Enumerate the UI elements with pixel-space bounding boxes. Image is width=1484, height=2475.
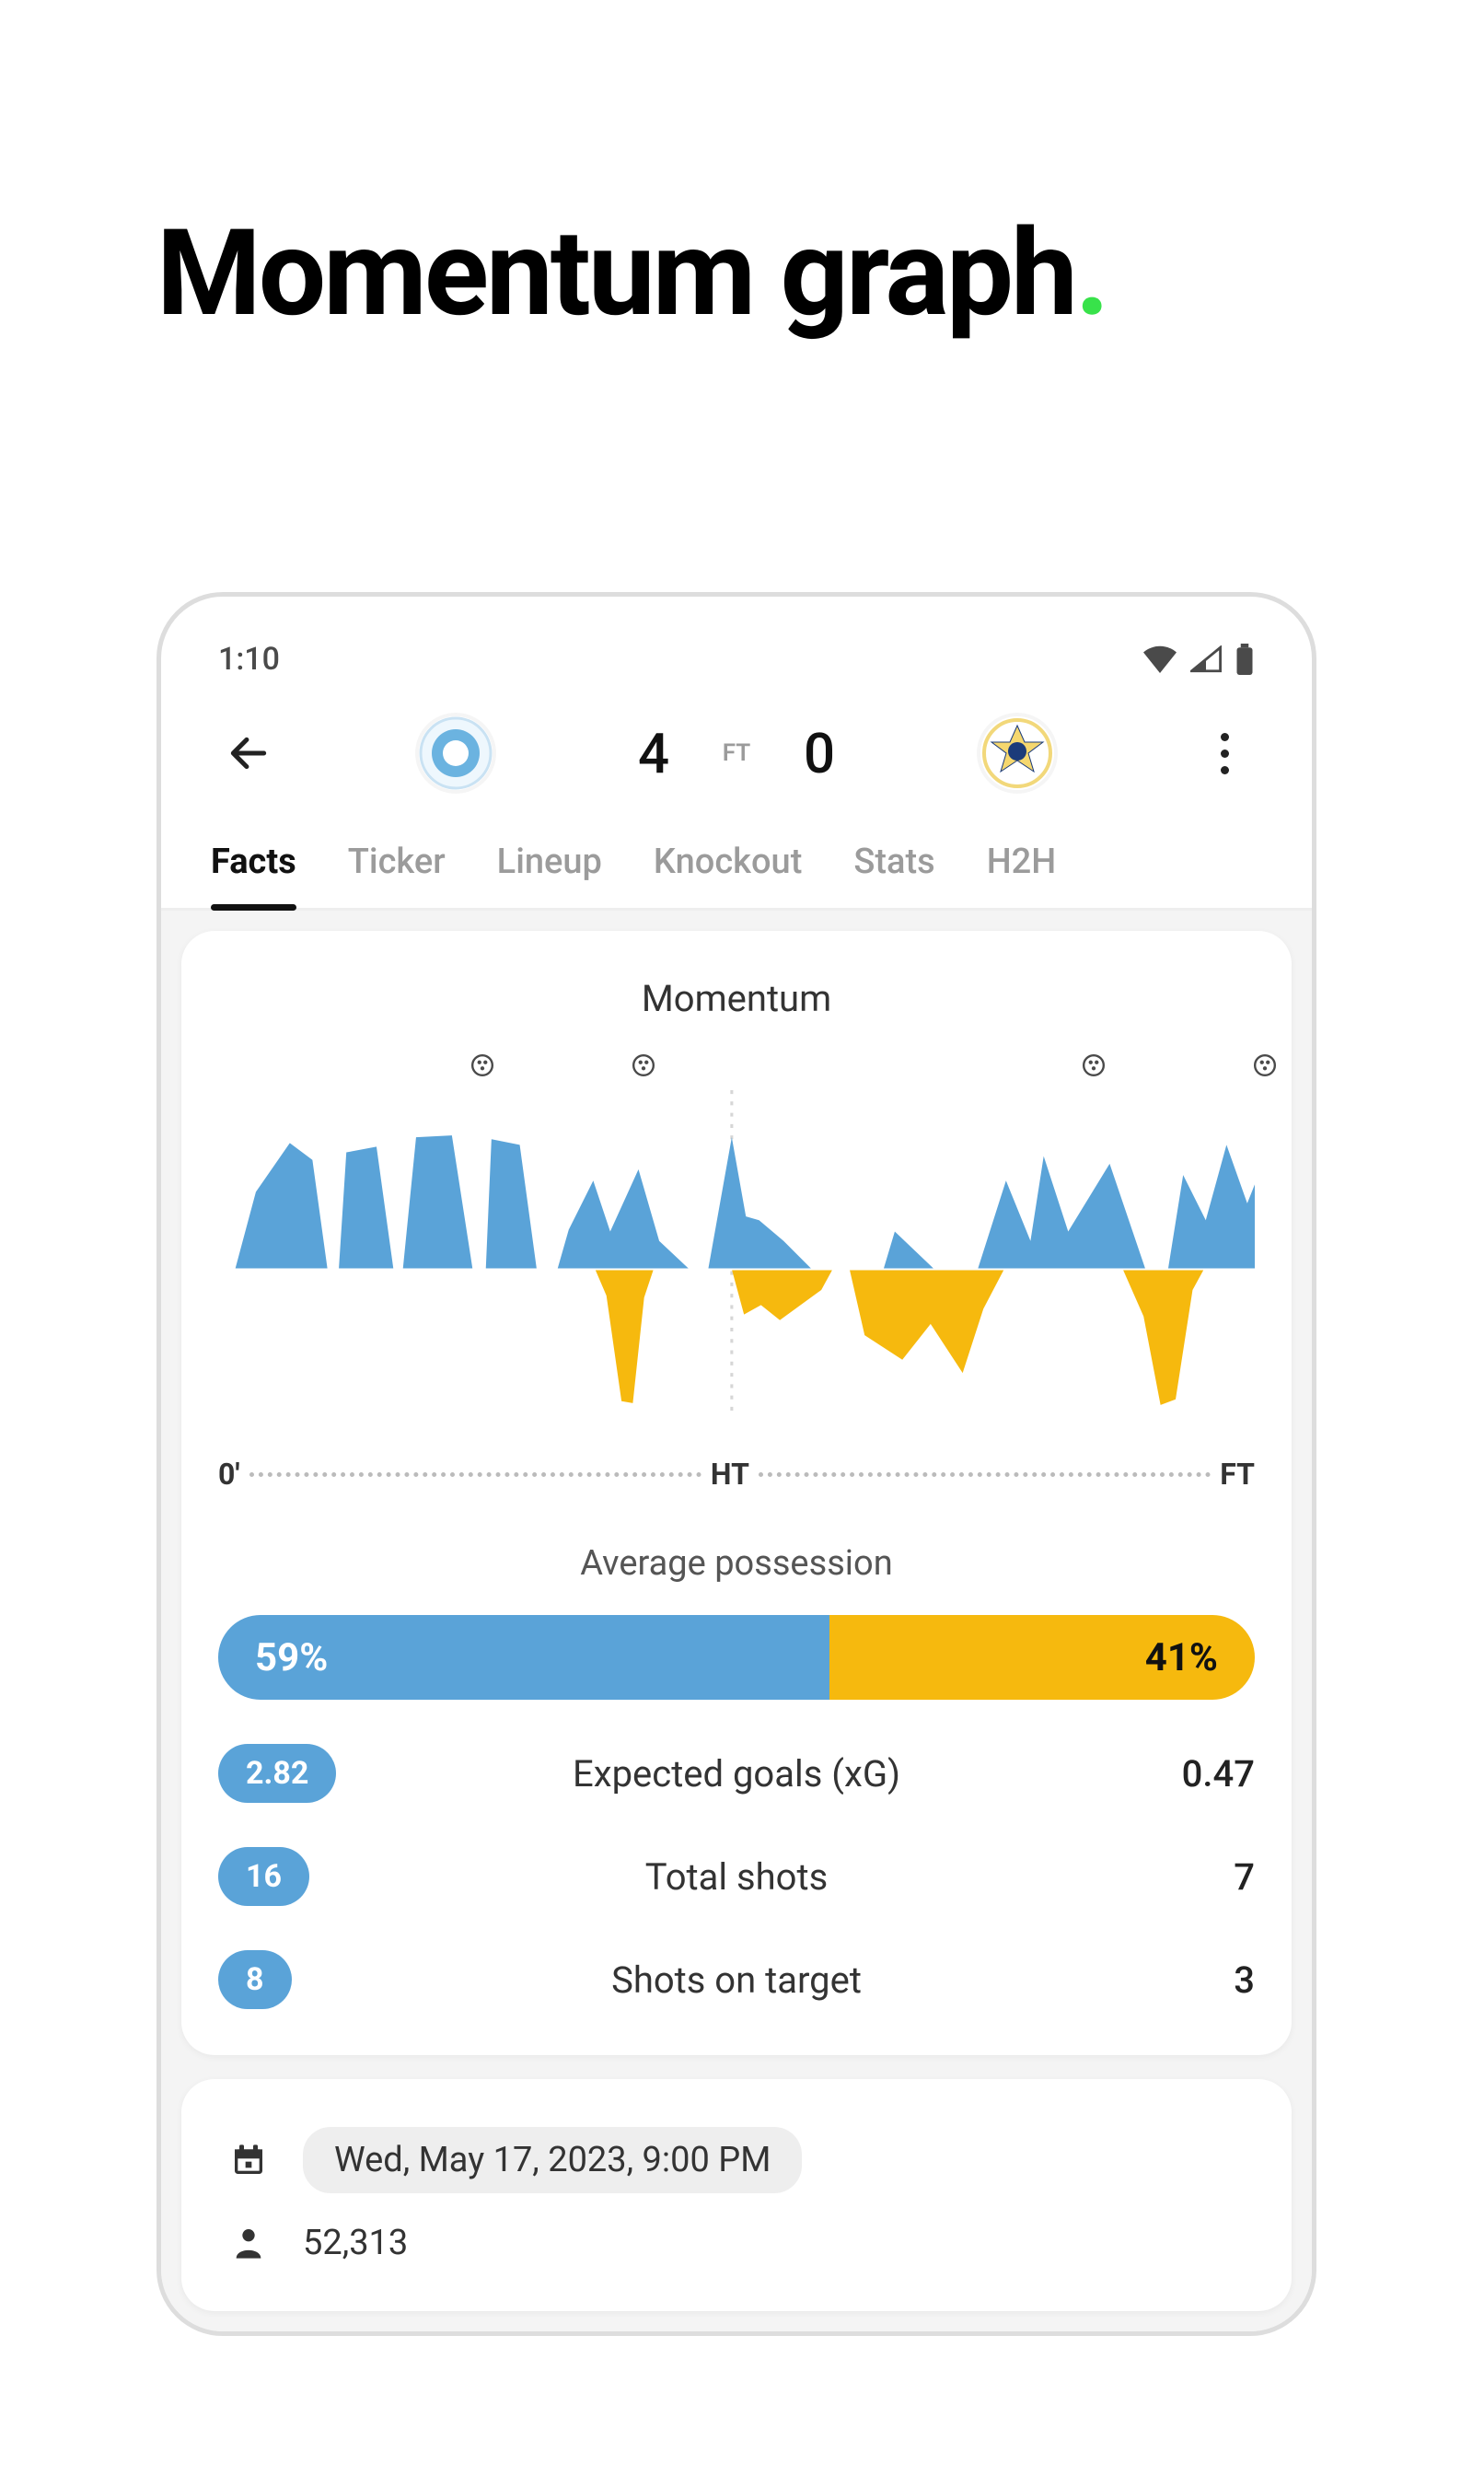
content-scroll[interactable]: Momentum 0' HT FT Average possession bbox=[161, 911, 1312, 2331]
axis-end: FT bbox=[1220, 1457, 1255, 1492]
info-date-row: Wed, May 17, 2023, 9:00 PM bbox=[218, 2112, 1255, 2208]
momentum-card: Momentum 0' HT FT Average possession bbox=[181, 931, 1292, 2055]
overflow-menu-button[interactable] bbox=[1174, 716, 1275, 790]
away-badge-circle bbox=[980, 716, 1054, 790]
stat-away-value: 0.47 bbox=[1098, 1752, 1255, 1795]
match-header: 4 FT 0 bbox=[161, 689, 1312, 827]
headline-dot: . bbox=[1075, 203, 1107, 343]
momentum-title: Momentum bbox=[218, 977, 1255, 1020]
axis-dots-left bbox=[249, 1472, 701, 1477]
possession-label: Average possession bbox=[218, 1543, 1255, 1584]
momentum-axis: 0' HT FT bbox=[218, 1457, 1255, 1492]
possession-bar: 59% 41% bbox=[218, 1615, 1255, 1700]
tab-bar: Facts Ticker Lineup Knockout Stats H2H bbox=[161, 827, 1312, 911]
away-badge-icon bbox=[980, 716, 1054, 790]
tab-knockout[interactable]: Knockout bbox=[654, 827, 802, 908]
phone-frame: 1:10 4 FT 0 bbox=[157, 592, 1316, 2336]
stat-row: 2.82 Expected goals (xG)0.47 bbox=[218, 1744, 1255, 1803]
status-bar: 1:10 bbox=[161, 597, 1312, 689]
headline-text: Momentum graph bbox=[157, 203, 1075, 343]
home-team-badge[interactable] bbox=[299, 716, 612, 790]
stat-label: Shots on target bbox=[375, 1958, 1098, 2002]
wifi-icon bbox=[1142, 645, 1177, 673]
home-score: 4 bbox=[612, 721, 695, 786]
away-team-badge[interactable] bbox=[861, 716, 1174, 790]
tab-ticker[interactable]: Ticker bbox=[348, 827, 446, 908]
tab-lineup[interactable]: Lineup bbox=[497, 827, 602, 908]
goal-marker-icon bbox=[470, 1053, 494, 1077]
axis-start: 0' bbox=[218, 1457, 240, 1492]
back-button[interactable] bbox=[198, 716, 299, 790]
stat-row: 8 Shots on target3 bbox=[218, 1950, 1255, 2009]
possession-home-value: 59% bbox=[255, 1635, 328, 1680]
stat-away-value: 3 bbox=[1098, 1958, 1255, 2002]
page-headline: Momentum graph. bbox=[157, 203, 1327, 343]
stat-row: 16 Total shots7 bbox=[218, 1847, 1255, 1906]
possession-away-segment: 41% bbox=[829, 1615, 1255, 1700]
battery-icon bbox=[1235, 644, 1255, 675]
away-score: 0 bbox=[778, 721, 861, 786]
possession-away-value: 41% bbox=[1145, 1635, 1218, 1680]
stat-home-value: 16 bbox=[218, 1847, 309, 1906]
arrow-left-icon bbox=[226, 730, 272, 776]
goal-marker-icon bbox=[1253, 1053, 1277, 1077]
goal-markers-row bbox=[218, 1053, 1255, 1081]
goal-marker-icon bbox=[632, 1053, 655, 1077]
status-time: 1:10 bbox=[218, 641, 280, 678]
stat-home-value: 2.82 bbox=[218, 1744, 336, 1803]
stat-home-value: 8 bbox=[218, 1950, 292, 2009]
status-icons bbox=[1142, 644, 1255, 675]
tab-facts[interactable]: Facts bbox=[211, 827, 296, 908]
cellular-icon bbox=[1190, 645, 1222, 673]
tab-h2h[interactable]: H2H bbox=[987, 827, 1057, 908]
stat-label: Expected goals (xG) bbox=[375, 1752, 1098, 1795]
match-datetime: Wed, May 17, 2023, 9:00 PM bbox=[303, 2127, 802, 2193]
home-badge-circle bbox=[419, 716, 493, 790]
person-icon bbox=[227, 2225, 270, 2261]
axis-dots-right bbox=[759, 1472, 1211, 1477]
momentum-chart bbox=[218, 1090, 1255, 1411]
stat-label: Total shots bbox=[375, 1855, 1098, 1899]
home-badge-icon bbox=[419, 716, 493, 790]
match-status: FT bbox=[695, 739, 778, 767]
goal-marker-icon bbox=[1082, 1053, 1106, 1077]
tab-stats[interactable]: Stats bbox=[853, 827, 934, 908]
info-attendance-row: 52,313 bbox=[218, 2208, 1255, 2278]
info-card: Wed, May 17, 2023, 9:00 PM 52,313 bbox=[181, 2079, 1292, 2311]
possession-home-segment: 59% bbox=[218, 1615, 829, 1700]
attendance-value: 52,313 bbox=[303, 2223, 408, 2263]
calendar-icon bbox=[227, 2142, 270, 2179]
stat-away-value: 7 bbox=[1098, 1855, 1255, 1899]
axis-mid: HT bbox=[711, 1457, 749, 1492]
